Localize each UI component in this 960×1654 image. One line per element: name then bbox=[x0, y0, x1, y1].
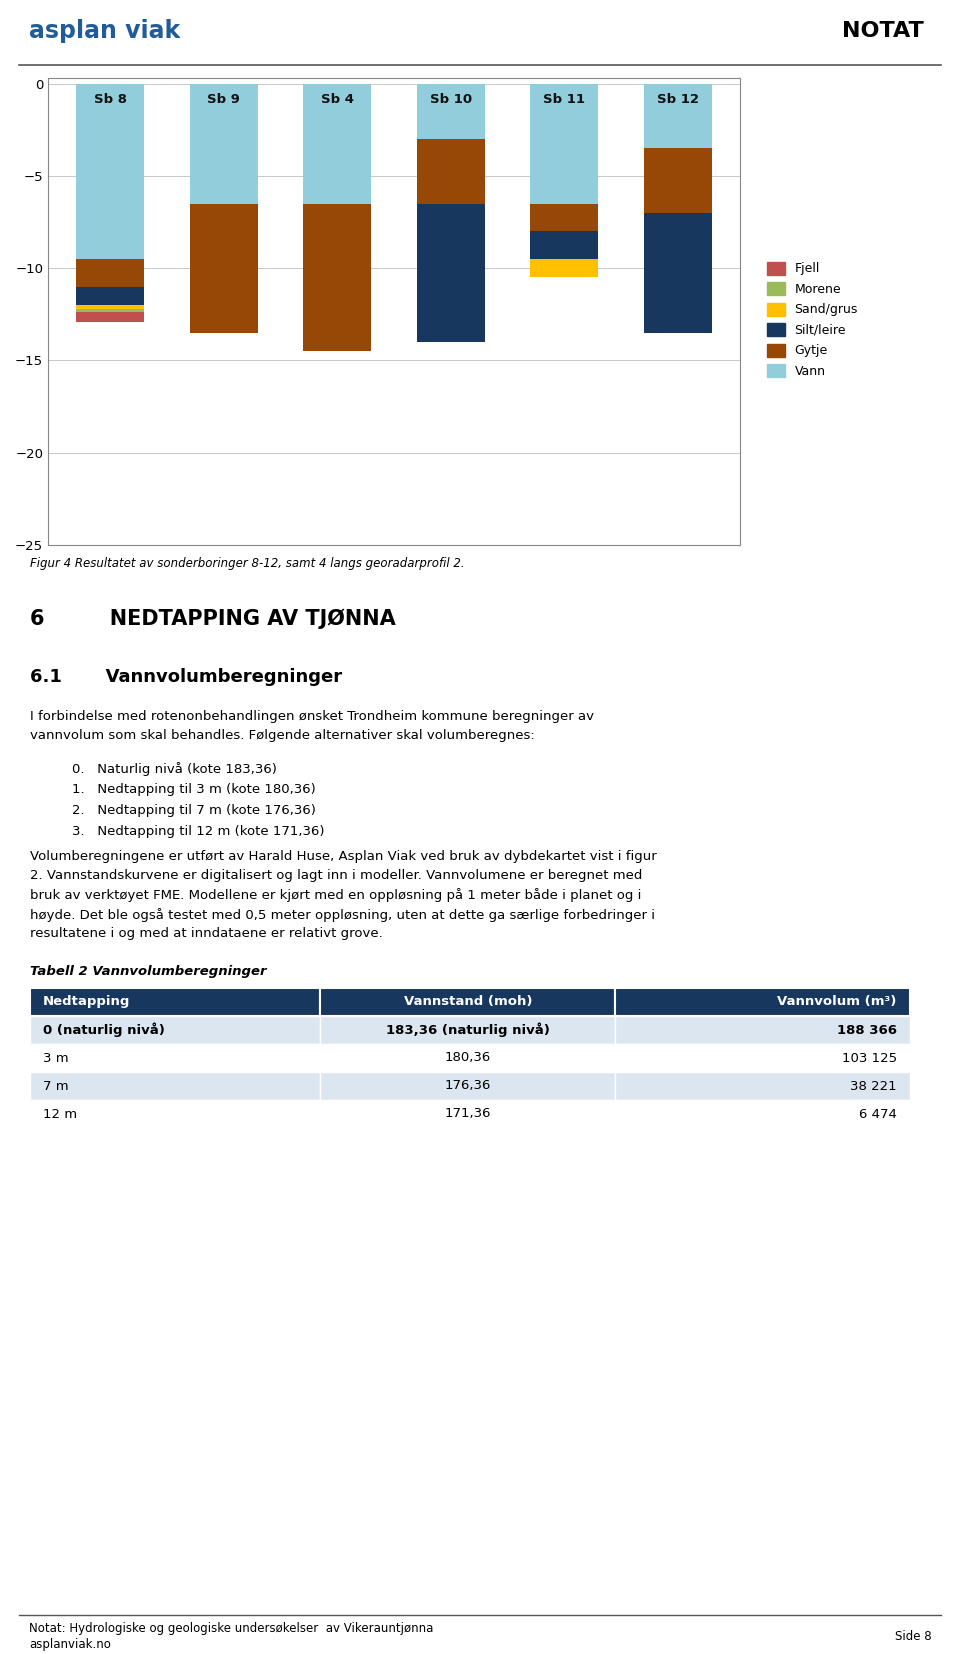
Text: 1.   Nedtapping til 3 m (kote 180,36): 1. Nedtapping til 3 m (kote 180,36) bbox=[72, 782, 316, 796]
Bar bbox=[530, 84, 598, 203]
Text: asplanviak.no: asplanviak.no bbox=[29, 1637, 110, 1651]
Bar bbox=[321, 1072, 615, 1100]
Bar bbox=[530, 260, 598, 278]
Bar bbox=[77, 286, 144, 304]
Bar bbox=[77, 313, 144, 321]
Text: 3 m: 3 m bbox=[43, 1052, 69, 1065]
Bar bbox=[615, 987, 910, 1016]
Bar bbox=[643, 149, 711, 213]
Text: I forbindelse med rotenonbehandlingen ønsket Trondheim kommune beregninger av
va: I forbindelse med rotenonbehandlingen øn… bbox=[30, 710, 594, 741]
Bar bbox=[417, 84, 485, 139]
Text: Nedtapping: Nedtapping bbox=[43, 996, 131, 1009]
Text: 103 125: 103 125 bbox=[842, 1052, 897, 1065]
Text: Vannstand (moh): Vannstand (moh) bbox=[403, 996, 532, 1009]
Bar bbox=[615, 1100, 910, 1128]
Bar bbox=[321, 1044, 615, 1072]
Text: 0 (naturlig nivå): 0 (naturlig nivå) bbox=[43, 1022, 165, 1037]
Text: 6         NEDTAPPING AV TJØNNA: 6 NEDTAPPING AV TJØNNA bbox=[30, 609, 396, 629]
Text: 171,36: 171,36 bbox=[444, 1108, 492, 1120]
Bar bbox=[190, 84, 258, 203]
Bar bbox=[30, 1072, 321, 1100]
Bar bbox=[77, 84, 144, 260]
Bar bbox=[530, 203, 598, 232]
Text: Sb 10: Sb 10 bbox=[430, 93, 471, 106]
Bar bbox=[615, 1044, 910, 1072]
Bar bbox=[77, 309, 144, 313]
Text: Side 8: Side 8 bbox=[895, 1629, 931, 1642]
Text: 183,36 (naturlig nivå): 183,36 (naturlig nivå) bbox=[386, 1022, 550, 1037]
Text: 6.1       Vannvolumberegninger: 6.1 Vannvolumberegninger bbox=[30, 668, 342, 686]
Text: 7 m: 7 m bbox=[43, 1080, 69, 1093]
Bar bbox=[615, 1016, 910, 1044]
Bar bbox=[77, 304, 144, 309]
Text: Sb 4: Sb 4 bbox=[321, 93, 354, 106]
Bar bbox=[303, 84, 372, 203]
Text: Figur 4 Resultatet av sonderboringer 8-12, samt 4 langs georadarprofil 2.: Figur 4 Resultatet av sonderboringer 8-1… bbox=[30, 556, 465, 569]
Text: Vannvolum (m³): Vannvolum (m³) bbox=[778, 996, 897, 1009]
Bar bbox=[417, 139, 485, 203]
Text: Tabell 2 Vannvolumberegninger: Tabell 2 Vannvolumberegninger bbox=[30, 964, 267, 978]
Bar bbox=[530, 232, 598, 260]
Bar bbox=[30, 1016, 321, 1044]
Text: 176,36: 176,36 bbox=[444, 1080, 491, 1093]
Text: NOTAT: NOTAT bbox=[842, 20, 924, 41]
Bar bbox=[303, 203, 372, 351]
Bar bbox=[30, 987, 321, 1016]
Text: 12 m: 12 m bbox=[43, 1108, 78, 1120]
Text: 38 221: 38 221 bbox=[851, 1080, 897, 1093]
Text: Sb 9: Sb 9 bbox=[207, 93, 240, 106]
Legend: Fjell, Morene, Sand/grus, Silt/leire, Gytje, Vann: Fjell, Morene, Sand/grus, Silt/leire, Gy… bbox=[767, 261, 858, 377]
Bar bbox=[417, 203, 485, 342]
Text: 0.   Naturlig nivå (kote 183,36): 0. Naturlig nivå (kote 183,36) bbox=[72, 762, 276, 776]
Bar bbox=[321, 987, 615, 1016]
Text: Sb 8: Sb 8 bbox=[94, 93, 127, 106]
Bar bbox=[643, 213, 711, 332]
Text: Sb 11: Sb 11 bbox=[543, 93, 586, 106]
Bar bbox=[190, 203, 258, 332]
Bar bbox=[615, 1072, 910, 1100]
Text: Notat: Hydrologiske og geologiske undersøkelser  av Vikerauntjønna: Notat: Hydrologiske og geologiske unders… bbox=[29, 1623, 433, 1636]
Text: 3.   Nedtapping til 12 m (kote 171,36): 3. Nedtapping til 12 m (kote 171,36) bbox=[72, 825, 324, 839]
Bar bbox=[30, 1044, 321, 1072]
Bar bbox=[643, 84, 711, 149]
Text: 180,36: 180,36 bbox=[444, 1052, 491, 1065]
Text: 6 474: 6 474 bbox=[859, 1108, 897, 1120]
Bar bbox=[77, 260, 144, 286]
Text: Volumberegningene er utført av Harald Huse, Asplan Viak ved bruk av dybdekartet : Volumberegningene er utført av Harald Hu… bbox=[30, 850, 657, 939]
Text: asplan viak: asplan viak bbox=[29, 18, 180, 43]
Text: 188 366: 188 366 bbox=[837, 1024, 897, 1037]
Text: Sb 12: Sb 12 bbox=[657, 93, 699, 106]
Bar bbox=[321, 1100, 615, 1128]
Bar bbox=[321, 1016, 615, 1044]
Text: 2.   Nedtapping til 7 m (kote 176,36): 2. Nedtapping til 7 m (kote 176,36) bbox=[72, 804, 316, 817]
Bar bbox=[30, 1100, 321, 1128]
